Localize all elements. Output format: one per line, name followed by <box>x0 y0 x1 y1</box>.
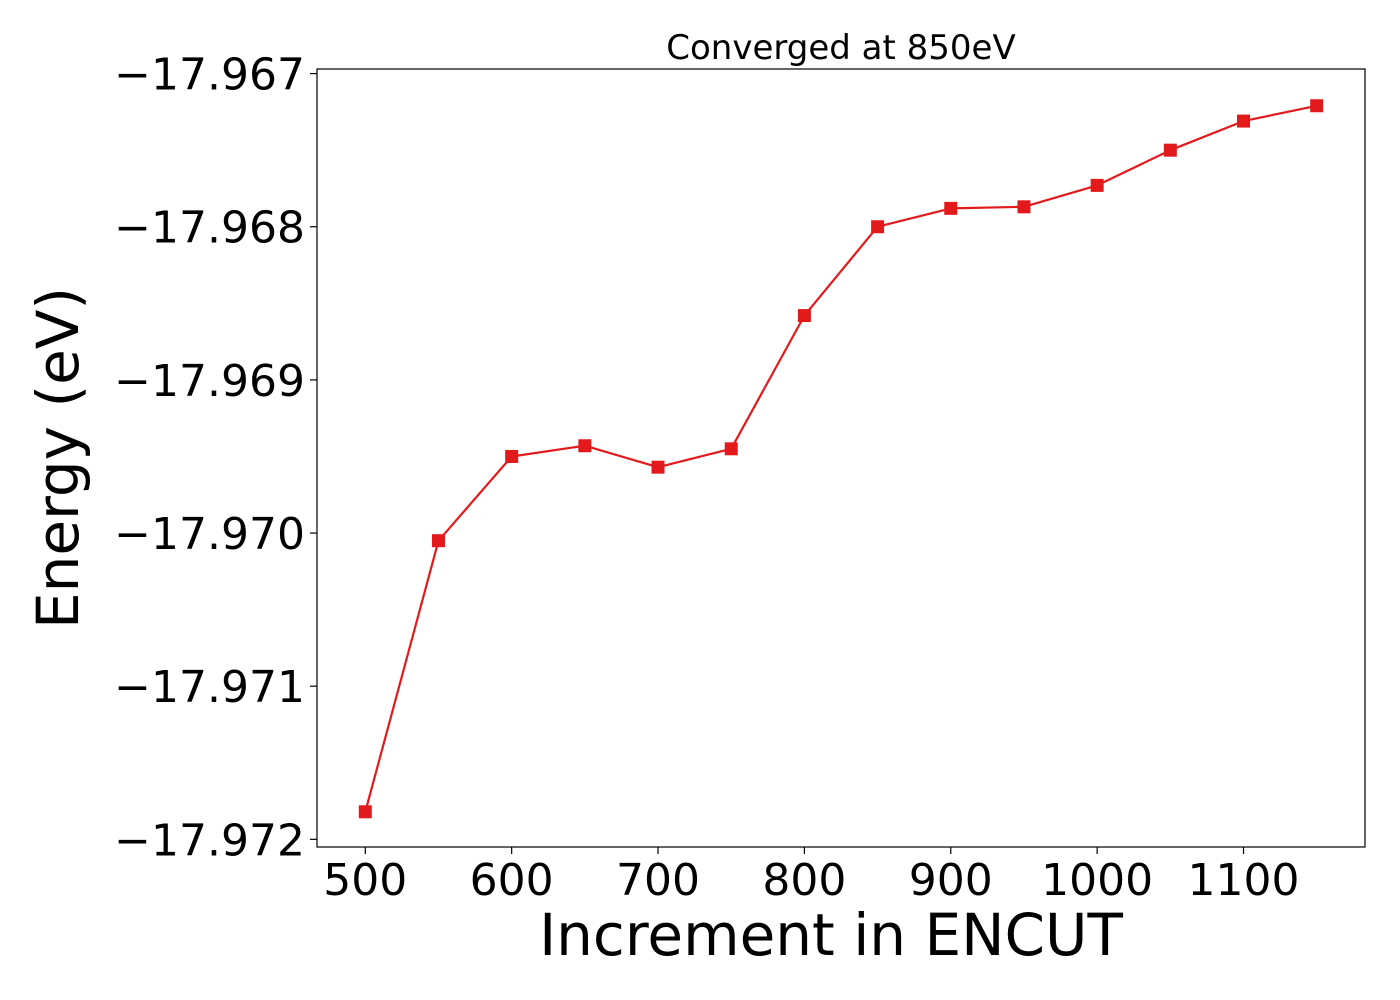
data-point <box>871 220 885 234</box>
data-point <box>1090 178 1104 192</box>
data-point <box>724 442 738 456</box>
data-point <box>505 449 519 463</box>
data-point <box>431 534 445 548</box>
x-axis: 500 600 700 800 900 1000 1100 <box>323 847 1300 906</box>
x-tick-label: 1000 <box>1041 855 1153 906</box>
y-axis: −17.967 −17.968 −17.969 −17.970 −17.971 −17.9… <box>114 50 317 866</box>
data-point <box>358 805 372 819</box>
data-point <box>944 201 958 215</box>
x-axis-title: Increment in ENCUT <box>539 901 1123 969</box>
y-tick-label: −17.969 <box>114 356 305 407</box>
data-point <box>578 439 592 453</box>
x-tick-label: 800 <box>762 855 846 906</box>
data-point <box>797 309 811 323</box>
data-point <box>1017 200 1031 214</box>
data-point <box>1237 114 1251 128</box>
y-tick-label: −17.968 <box>114 203 305 254</box>
y-tick-label: −17.972 <box>114 815 305 866</box>
y-tick-label: −17.970 <box>114 509 305 560</box>
y-tick-label: −17.967 <box>114 50 305 101</box>
x-tick-label: 500 <box>323 855 407 906</box>
data-point <box>1163 143 1177 157</box>
series-line <box>364 104 1317 813</box>
series-layer <box>358 99 1324 819</box>
chart-title: Converged at 850eV <box>666 28 1015 68</box>
plot-frame <box>316 68 1366 848</box>
y-axis-title: Energy (eV) <box>24 287 92 629</box>
x-tick-label: 600 <box>470 855 554 906</box>
data-point <box>651 460 665 474</box>
data-point <box>1310 99 1324 113</box>
x-tick-label: 900 <box>909 855 993 906</box>
x-tick-label: 1100 <box>1188 855 1300 906</box>
y-tick-label: −17.971 <box>114 662 305 713</box>
x-tick-label: 700 <box>616 855 700 906</box>
